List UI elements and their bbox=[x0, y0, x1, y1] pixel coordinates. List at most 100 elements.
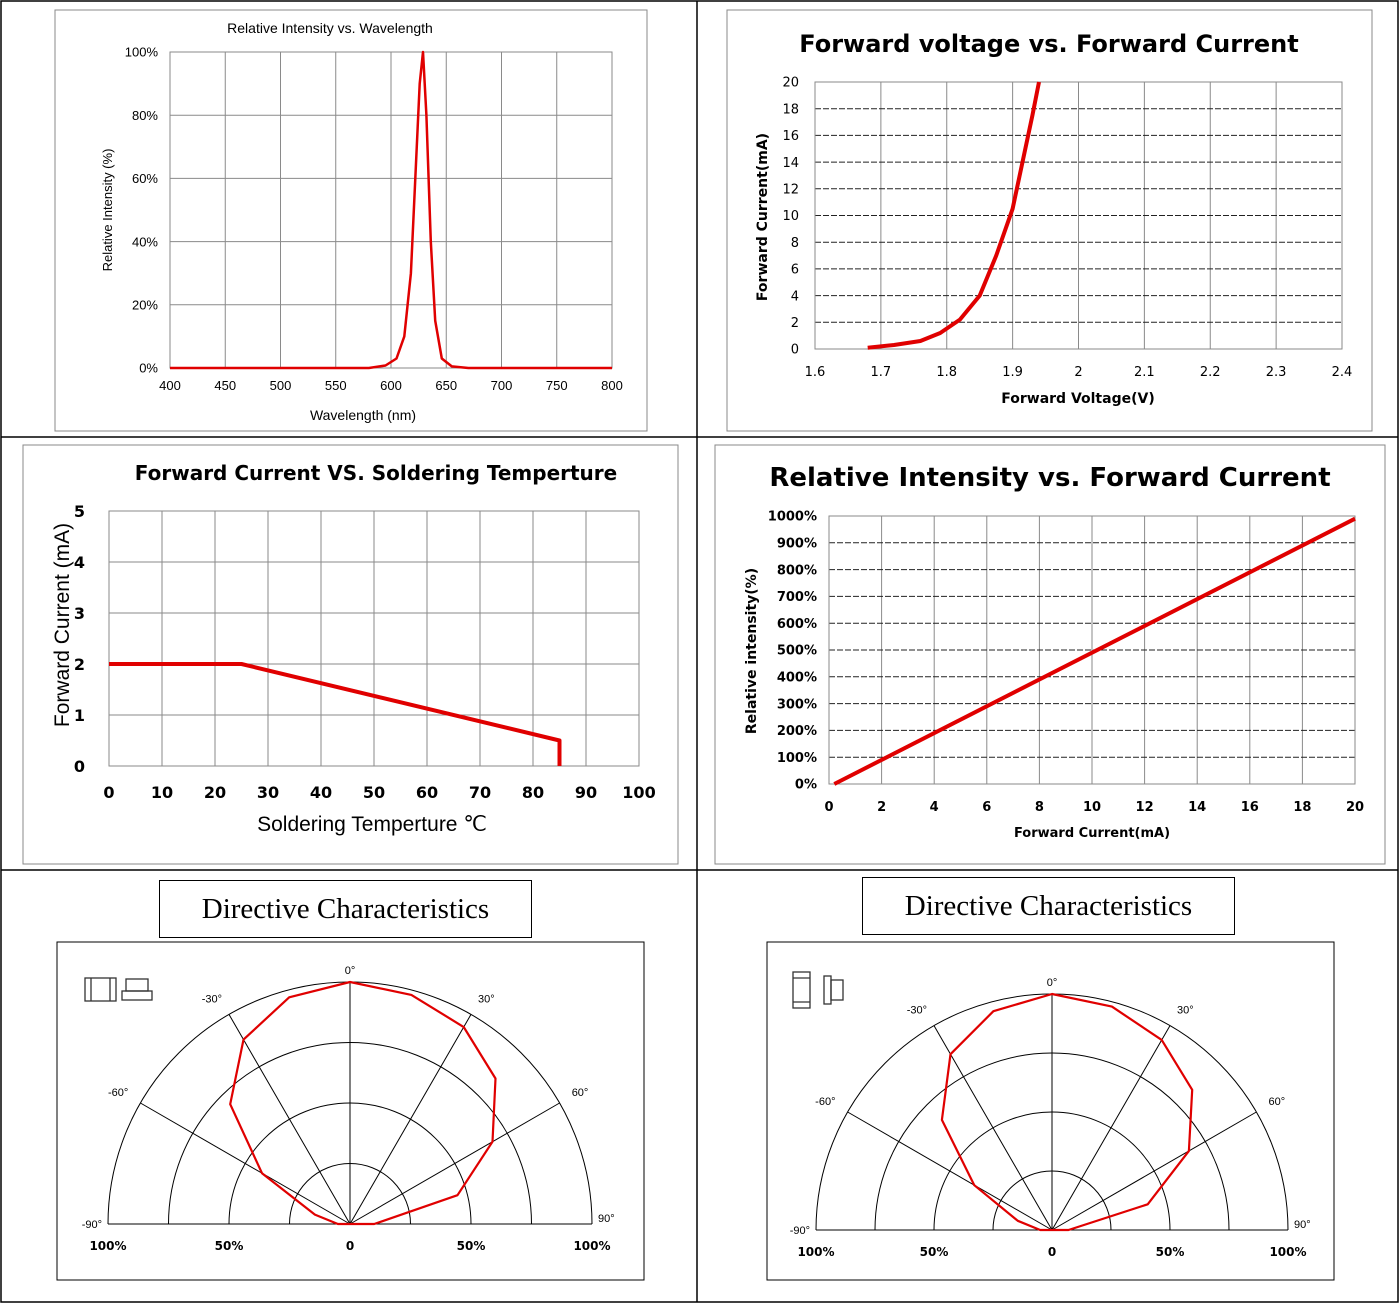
y-tick-label: 4 bbox=[74, 553, 85, 572]
chart-title: Relative Intensity vs. Wavelength bbox=[227, 20, 433, 36]
polar-angle-label: -60° bbox=[108, 1087, 128, 1099]
y-axis-label: Relative intensity(%) bbox=[744, 568, 760, 734]
x-tick-label: 0 bbox=[824, 800, 833, 815]
radiation-pattern bbox=[940, 992, 1194, 1232]
x-tick-label: 2.4 bbox=[1332, 365, 1353, 380]
polar-radial-label: 0 bbox=[346, 1239, 354, 1253]
x-tick-label: 550 bbox=[325, 378, 347, 393]
x-tick-label: 2.1 bbox=[1134, 365, 1155, 380]
y-tick-label: 400% bbox=[777, 670, 817, 685]
y-tick-label: 10 bbox=[782, 209, 799, 224]
x-tick-label: 100 bbox=[622, 783, 655, 802]
series-line bbox=[109, 662, 562, 766]
x-tick-label: 60 bbox=[416, 783, 438, 802]
x-tick-label: 14 bbox=[1188, 800, 1206, 815]
y-axis-label: Forward Current (mA) bbox=[51, 523, 74, 727]
x-tick-label: 18 bbox=[1293, 800, 1311, 815]
chart-title: Relative Intensity vs. Forward Current bbox=[769, 463, 1330, 493]
x-tick-label: 700 bbox=[491, 378, 513, 393]
y-tick-label: 900% bbox=[777, 536, 817, 551]
series-line bbox=[867, 81, 1041, 350]
package-orientation-icon bbox=[84, 977, 153, 1002]
y-tick-label: 100% bbox=[125, 45, 159, 60]
x-tick-label: 650 bbox=[435, 378, 457, 393]
x-axis-label: Soldering Temperture ℃ bbox=[257, 813, 487, 836]
x-axis-label: Forward Current(mA) bbox=[1014, 826, 1170, 841]
y-tick-label: 6 bbox=[791, 263, 799, 278]
polar-radial-label: 50% bbox=[920, 1245, 949, 1259]
polar-caption-right: Directive Characteristics bbox=[862, 877, 1235, 935]
polar-radial-label: 100% bbox=[89, 1239, 126, 1253]
x-tick-label: 0 bbox=[103, 783, 114, 802]
y-tick-label: 0 bbox=[74, 757, 85, 776]
x-tick-label: 10 bbox=[1083, 800, 1101, 815]
x-tick-label: 1.8 bbox=[936, 365, 957, 380]
y-tick-label: 2 bbox=[74, 655, 85, 674]
x-tick-label: 10 bbox=[151, 783, 173, 802]
y-tick-label: 100% bbox=[777, 751, 817, 766]
polar-radial-label: 100% bbox=[797, 1245, 834, 1259]
polar-radial-label: 50% bbox=[457, 1239, 486, 1253]
y-tick-label: 600% bbox=[777, 617, 817, 632]
polar-radial-label: 50% bbox=[1156, 1245, 1185, 1259]
y-tick-label: 20% bbox=[132, 297, 158, 312]
y-tick-label: 4 bbox=[791, 289, 799, 304]
polar-chart-0: -90° -60° -30° 0° 30° 60° 90° 100% 50% 0 50% 100% bbox=[82, 965, 615, 1253]
polar-angle-label: -90° bbox=[790, 1225, 810, 1237]
package-side-icon-base bbox=[121, 990, 153, 1001]
x-tick-label: 450 bbox=[214, 378, 236, 393]
x-tick-label: 1.6 bbox=[805, 365, 826, 380]
y-tick-label: 700% bbox=[777, 590, 817, 605]
y-tick-label: 12 bbox=[782, 182, 799, 197]
plot-area-border bbox=[828, 515, 1356, 785]
x-tick-label: 800 bbox=[601, 378, 623, 393]
polar-angle-label: -30° bbox=[202, 993, 222, 1005]
y-tick-label: 1 bbox=[74, 706, 85, 725]
x-tick-label: 8 bbox=[1035, 800, 1044, 815]
chart-0: 400 450 500 550 600 650 700 750 800 0% 20% 40% 60% 80… bbox=[100, 20, 623, 423]
x-tick-label: 500 bbox=[270, 378, 292, 393]
polar-chart-1: -90° -60° -30° 0° 30° 60° 90° 100% 50% 0 50% 100% bbox=[790, 971, 1311, 1259]
polar-caption-left: Directive Characteristics bbox=[159, 880, 532, 938]
y-tick-label: 80% bbox=[132, 108, 158, 123]
polar-angle-label: 60° bbox=[1269, 1096, 1286, 1108]
x-tick-label: 12 bbox=[1136, 800, 1154, 815]
x-tick-label: 2.2 bbox=[1200, 365, 1221, 380]
package-side-icon-body bbox=[830, 979, 844, 1001]
series-line bbox=[833, 516, 1356, 786]
chart-1: 1.6 1.7 1.8 1.9 2 2.1 2.2 2.3 2.4 0 2 4 6 8 10 12 14 16 18… bbox=[755, 30, 1352, 407]
y-tick-label: 5 bbox=[74, 502, 85, 521]
y-tick-label: 1000% bbox=[768, 510, 817, 525]
x-tick-label: 2 bbox=[877, 800, 886, 815]
polar-radial-label: 50% bbox=[215, 1239, 244, 1253]
polar-spoke bbox=[349, 1014, 472, 1225]
y-tick-label: 14 bbox=[782, 156, 799, 171]
polar-angle-label: -30° bbox=[907, 1004, 927, 1016]
polar-spoke bbox=[1051, 1025, 1171, 1231]
x-tick-label: 1.7 bbox=[871, 365, 892, 380]
x-tick-label: 1.9 bbox=[1002, 365, 1023, 380]
polar-radial-label: 100% bbox=[573, 1239, 610, 1253]
polar-angle-label: 30° bbox=[478, 993, 495, 1005]
x-tick-label: 70 bbox=[469, 783, 491, 802]
y-tick-label: 3 bbox=[74, 604, 85, 623]
x-tick-label: 90 bbox=[575, 783, 597, 802]
y-tick-label: 8 bbox=[791, 236, 799, 251]
polar-spoke bbox=[1051, 1111, 1257, 1231]
y-tick-label: 16 bbox=[782, 129, 799, 144]
x-tick-label: 30 bbox=[257, 783, 279, 802]
polar-spoke bbox=[933, 1025, 1053, 1231]
polar-spoke bbox=[228, 1014, 351, 1225]
polar-spoke bbox=[847, 1111, 1053, 1231]
y-tick-label: 500% bbox=[777, 644, 817, 659]
chart-title: Forward voltage vs. Forward Current bbox=[799, 30, 1298, 58]
y-axis-label: Forward Current(mA) bbox=[755, 133, 771, 301]
y-tick-label: 0 bbox=[791, 343, 799, 358]
polar-spoke bbox=[349, 1102, 560, 1225]
x-axis-label: Forward Voltage(V) bbox=[1001, 391, 1154, 407]
x-tick-label: 80 bbox=[522, 783, 544, 802]
y-tick-label: 40% bbox=[132, 234, 158, 249]
x-tick-label: 20 bbox=[204, 783, 226, 802]
chart-title: Forward Current VS. Soldering Temperture bbox=[135, 461, 617, 485]
